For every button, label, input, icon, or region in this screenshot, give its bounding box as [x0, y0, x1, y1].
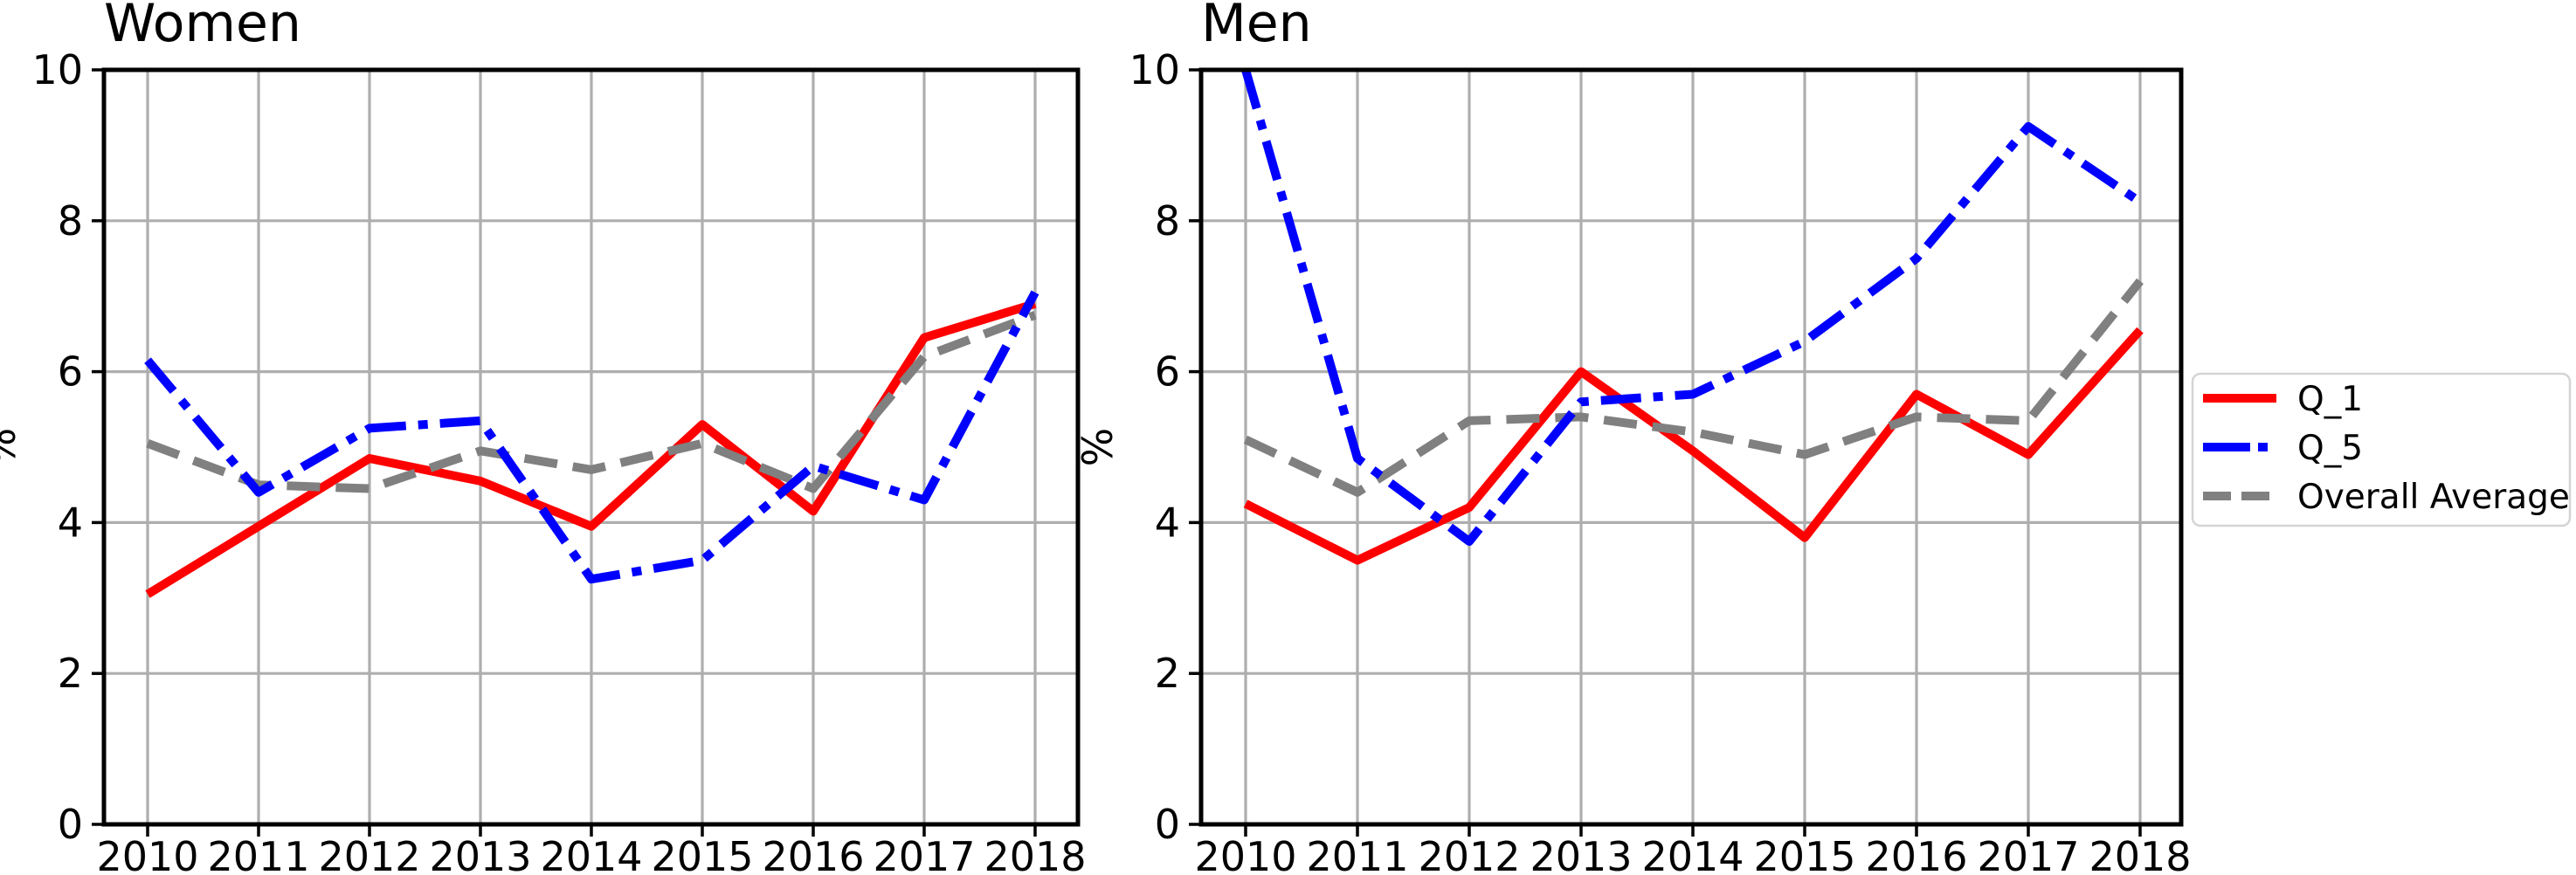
y-tick-label: 10	[1129, 46, 1180, 93]
chart-title: Men	[1201, 0, 1312, 54]
series-line-q-1	[1243, 327, 2144, 565]
x-tick-label: 2010	[96, 833, 198, 875]
x-tick-label: 2016	[1865, 833, 1967, 875]
series-line-overall-average	[146, 311, 1037, 493]
axes-spines	[1198, 67, 2184, 827]
legend-box	[2191, 372, 2572, 527]
series-line-overall-average	[1243, 278, 2144, 497]
y-tick-label: 4	[58, 499, 83, 546]
x-tick-label: 2010	[1194, 833, 1296, 875]
y-tick-label: 2	[1155, 650, 1180, 697]
x-tick-label: 2015	[651, 833, 753, 875]
legend-label-q-5: Q_5	[2297, 429, 2363, 468]
x-tick-label: 2016	[762, 833, 864, 875]
y-tick-label: 4	[1155, 499, 1180, 546]
y-tick-label: 10	[31, 46, 83, 93]
y-tick-label: 8	[58, 197, 83, 245]
x-tick-label: 2012	[318, 833, 420, 875]
y-tick-label: 0	[1155, 801, 1180, 848]
x-tick-label: 2011	[1306, 833, 1408, 875]
y-axis-label: %	[0, 428, 25, 467]
y-tick-label: 0	[58, 801, 83, 848]
x-tick-label: 2018	[2089, 833, 2191, 875]
y-tick-label: 8	[1155, 197, 1180, 245]
x-tick-label: 2017	[1977, 833, 2079, 875]
y-tick-label: 6	[58, 348, 83, 396]
x-tick-label: 2015	[1753, 833, 1855, 875]
x-tick-label: 2017	[873, 833, 975, 875]
legend-label-overall-average: Overall Average	[2297, 478, 2570, 517]
x-tick-label: 2012	[1418, 833, 1520, 875]
series-line-q-5	[144, 290, 1039, 584]
x-tick-label: 2014	[540, 833, 642, 875]
legend-label-q-1: Q_1	[2297, 380, 2363, 419]
x-tick-label: 2013	[429, 833, 531, 875]
legend: Q_1 Q_5 Overall Average	[2191, 372, 2572, 527]
y-axis-label: %	[1074, 428, 1122, 467]
x-tick-label: 2014	[1641, 833, 1744, 875]
chart-men: 2010 2011 2012 2013 2014 2015 2016 2017 2018 0 2 4 6…	[1074, 0, 2192, 875]
x-tick-label: 2013	[1530, 833, 1632, 875]
y-tick-label: 2	[58, 650, 83, 697]
series-line-q-5	[1241, 68, 2143, 546]
chart-women: 2010 2011 2012 2013 2014 2015 2016 2017 2018 0 2 4 6…	[0, 0, 1087, 875]
x-tick-label: 2018	[984, 833, 1086, 875]
x-tick-label: 2011	[207, 833, 309, 875]
chart-title: Women	[104, 0, 301, 54]
y-tick-label: 6	[1155, 348, 1180, 396]
